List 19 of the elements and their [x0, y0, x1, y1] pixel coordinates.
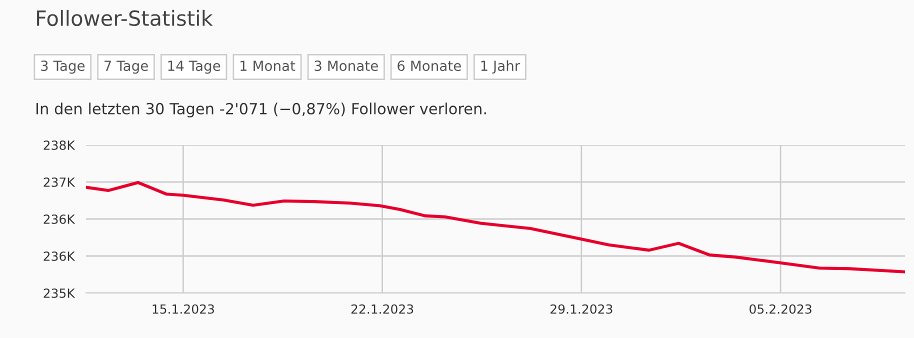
x-tick-label: 29.1.2023: [550, 304, 612, 314]
text: 3 Tage: [41, 60, 85, 74]
chart-subtitle: In den letzten 30 Tagen -2'071 (−0,87%) Follower verloren.: [36, 102, 486, 118]
chart-title: Follower-Statistik: [37, 10, 213, 26]
y-tick-label: 236K: [44, 251, 76, 261]
x-tick-label: 15.1.2023: [152, 304, 214, 314]
text: 1 Monat: [240, 60, 296, 72]
y-tick-label: 237K: [44, 177, 76, 187]
x-tick-label: 05.2.2023: [750, 304, 812, 314]
y-tick-label: 235K: [44, 288, 76, 298]
text: 14 Tage: [168, 60, 220, 74]
text: 3 Monate: [314, 60, 378, 72]
text: 6 Monate: [398, 60, 461, 72]
y-tick-label: 236K: [44, 214, 76, 224]
x-tick-label: 22.1.2023: [351, 304, 414, 314]
y-tick-label: 238K: [44, 140, 76, 150]
line-series: [86, 181, 905, 274]
text: 1 Jahr: [481, 60, 520, 74]
text: 7 Tage: [104, 60, 148, 74]
